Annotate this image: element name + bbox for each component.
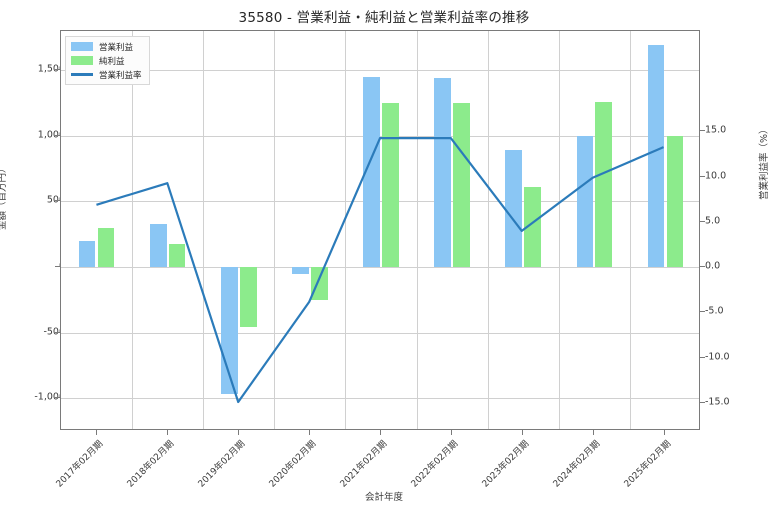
gridline-horizontal: [61, 398, 699, 400]
gridline-vertical: [629, 31, 631, 429]
chart-figure: 35580 - 営業利益・純利益と営業利益率の推移 金額（百万円） 営業利益率（…: [0, 10, 768, 503]
x-axis-title: 会計年度: [364, 492, 403, 503]
bar-operating-profit: [149, 224, 167, 268]
gridline-vertical: [558, 31, 560, 429]
gridline-vertical: [345, 31, 347, 429]
bar-operating-profit: [78, 241, 96, 268]
gridline-horizontal: [61, 135, 699, 137]
bar-net-profit: [453, 103, 470, 268]
y-axis-right-tick-label: 0.0: [705, 260, 721, 272]
bar-operating-profit: [505, 150, 523, 268]
bar-operating-profit: [576, 135, 594, 268]
y-axis-left-tick-mark: [55, 266, 60, 268]
y-axis-left-tick-mark: [55, 69, 60, 71]
x-axis-tick-mark: [451, 430, 453, 435]
gridline-vertical: [416, 31, 418, 429]
y-axis-right-tick-mark: [700, 311, 705, 313]
legend-item[interactable]: 営業利益率: [71, 69, 142, 81]
x-axis-tick-mark: [522, 430, 524, 435]
y-axis-right-tick-label: 5.0: [705, 215, 721, 227]
gridline-horizontal: [61, 332, 699, 334]
legend-label: 営業利益: [99, 42, 134, 53]
legend-label: 営業利益率: [99, 70, 142, 81]
gridline-horizontal: [61, 70, 699, 72]
y-axis-left-tick-label: 1,000: [37, 129, 65, 141]
x-axis-tick-mark: [95, 430, 97, 435]
x-axis-tick-label: 2025年02月期: [623, 439, 674, 490]
bar-net-profit: [168, 244, 186, 268]
x-axis-tick-mark: [380, 430, 381, 435]
line-series-layer: [96, 137, 664, 404]
y-axis-right-tick-mark: [700, 266, 705, 268]
x-axis-tick-mark: [664, 430, 666, 435]
y-axis-right-tick-mark: [700, 356, 705, 358]
bar-operating-profit: [434, 77, 452, 268]
gridline-vertical: [274, 31, 276, 429]
x-axis-tick-mark: [308, 430, 310, 435]
gridline-horizontal: [61, 267, 699, 269]
gridline-vertical: [487, 31, 489, 429]
y-axis-right-tick-mark: [700, 175, 705, 177]
chart-legend: 営業利益純利益営業利益率: [65, 36, 150, 85]
chart-title: 35580 - 営業利益・純利益と営業利益率の推移: [238, 10, 530, 26]
gridline-vertical: [132, 31, 134, 429]
bar-operating-profit: [292, 267, 309, 274]
operating-margin-line: [96, 137, 664, 404]
bar-net-profit: [595, 101, 613, 268]
y-axis-left-tick-mark: [55, 331, 60, 333]
x-axis-tick-mark: [166, 430, 168, 435]
x-axis-tick-mark: [593, 430, 595, 435]
bar-net-profit: [239, 267, 257, 328]
legend-label: 純利益: [99, 56, 125, 67]
bar-net-profit: [666, 135, 684, 268]
bar-net-profit: [97, 227, 115, 268]
bar-series-layer: [61, 31, 699, 429]
legend-swatch-icon: [71, 42, 93, 51]
bar-net-profit: [382, 103, 399, 268]
y-axis-right-tick-mark: [700, 130, 705, 132]
bar-operating-profit: [363, 76, 380, 268]
y-axis-right-tick-mark: [700, 401, 705, 403]
x-axis-tick-mark: [237, 430, 239, 435]
y-axis-right-tick-label: 15.0: [705, 124, 727, 136]
plot-area: [60, 30, 700, 430]
y-axis-left-tick-label: -1,000: [34, 391, 65, 403]
y-axis-left-tick-mark: [55, 200, 60, 202]
y-axis-right-tick-label: -10.0: [705, 351, 730, 363]
bar-operating-profit: [647, 45, 665, 268]
legend-item[interactable]: 営業利益: [71, 41, 142, 53]
bar-net-profit: [310, 267, 328, 300]
y-axis-left-tick-label: -500: [43, 326, 65, 338]
gridline-vertical: [203, 31, 205, 429]
y-axis-right-tick-mark: [700, 220, 705, 222]
y-axis-left-tick-label: 1,500: [37, 63, 65, 75]
legend-swatch-icon: [71, 56, 93, 65]
y-axis-right-tick-label: -5.0: [705, 305, 724, 317]
legend-item[interactable]: 純利益: [71, 55, 142, 67]
gridline-horizontal: [61, 201, 699, 203]
y-axis-left-tick-mark: [55, 134, 60, 136]
legend-swatch-icon: [71, 73, 93, 76]
bar-net-profit: [524, 187, 541, 268]
y-axis-right-tick-label: 10.0: [705, 170, 727, 182]
y-axis-left-tick-mark: [55, 397, 60, 399]
y-axis-right-tick-label: -15.0: [705, 396, 730, 408]
